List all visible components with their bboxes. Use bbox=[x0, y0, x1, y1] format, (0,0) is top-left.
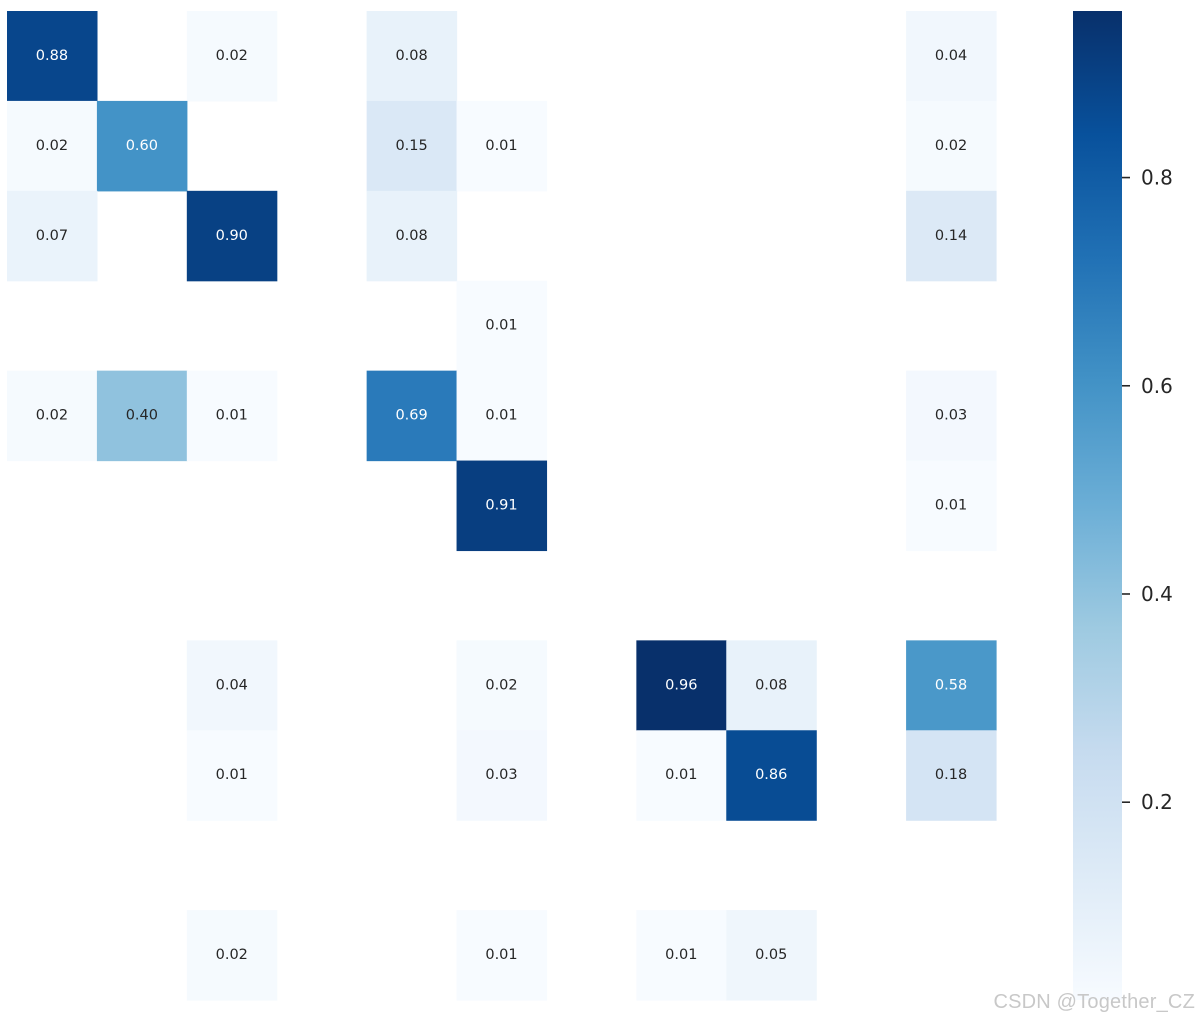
heatmap-cells bbox=[7, 11, 997, 1001]
heatmap-cell bbox=[7, 100, 98, 192]
heatmap-cell bbox=[186, 730, 278, 821]
heatmap-cell-label: 0.01 bbox=[665, 947, 697, 963]
colorbar: 0.8 0.6 0.4 0.2 bbox=[1073, 11, 1173, 1000]
heatmap-cell-label: 0.01 bbox=[485, 408, 517, 424]
heatmap-cell-label: 0.04 bbox=[216, 677, 248, 693]
heatmap-cell bbox=[186, 370, 278, 462]
heatmap-cell bbox=[726, 730, 817, 821]
heatmap-cell-label: 0.15 bbox=[395, 138, 427, 154]
colorbar-tick-label: 0.2 bbox=[1141, 790, 1173, 814]
heatmap-cell-label: 0.69 bbox=[395, 408, 427, 424]
heatmap-cell bbox=[906, 370, 997, 462]
heatmap-cell bbox=[96, 100, 188, 192]
heatmap-cell-label: 0.14 bbox=[935, 228, 967, 244]
heatmap-cell-label: 0.04 bbox=[935, 48, 967, 64]
heatmap-cell bbox=[906, 11, 997, 102]
heatmap-cell-label: 0.01 bbox=[485, 138, 517, 154]
colorbar-ticks: 0.8 0.6 0.4 0.2 bbox=[1122, 166, 1173, 814]
heatmap-cell-label: 0.91 bbox=[485, 498, 517, 514]
heatmap-cell bbox=[456, 640, 548, 731]
heatmap-cell bbox=[366, 190, 458, 282]
heatmap-cell bbox=[906, 460, 997, 552]
watermark: CSDN @Together_CZ bbox=[993, 991, 1195, 1013]
heatmap-cell-label: 0.86 bbox=[755, 767, 787, 783]
heatmap-cell bbox=[456, 460, 548, 552]
heatmap-cell bbox=[366, 100, 458, 192]
heatmap-cell-label: 0.02 bbox=[216, 947, 248, 963]
heatmap-cell bbox=[186, 11, 278, 102]
heatmap-cell-label: 0.58 bbox=[935, 677, 967, 693]
heatmap-cell bbox=[186, 640, 278, 731]
heatmap-cell bbox=[726, 910, 817, 1001]
heatmap-cell bbox=[726, 640, 817, 731]
heatmap-cell bbox=[906, 730, 997, 821]
heatmap-cell-label: 0.07 bbox=[36, 228, 68, 244]
heatmap-cell-label: 0.02 bbox=[36, 138, 68, 154]
heatmap-cell-label: 0.08 bbox=[395, 228, 427, 244]
heatmap-cell-label: 0.02 bbox=[216, 48, 248, 64]
heatmap-cell-label: 0.40 bbox=[126, 408, 158, 424]
heatmap-cell bbox=[636, 910, 727, 1001]
heatmap-cell bbox=[96, 370, 188, 462]
heatmap-cell bbox=[456, 730, 548, 821]
heatmap-cell bbox=[636, 640, 727, 731]
heatmap-cell-label: 0.96 bbox=[665, 677, 697, 693]
colorbar-tick-label: 0.8 bbox=[1141, 166, 1173, 190]
heatmap-cell bbox=[456, 910, 548, 1001]
heatmap-cell-label: 0.08 bbox=[755, 677, 787, 693]
heatmap-cell-label: 0.08 bbox=[395, 48, 427, 64]
heatmap-cell-label: 0.03 bbox=[485, 767, 517, 783]
heatmap-cell bbox=[366, 11, 458, 102]
heatmap-cell-label: 0.18 bbox=[935, 767, 967, 783]
heatmap-cell bbox=[186, 190, 278, 282]
heatmap-cell-labels: 0.88 0.02 0.08 0.04 0.02 0.60 0.15 0.01 0.02 0.07… bbox=[36, 48, 967, 963]
heatmap-cell bbox=[456, 100, 548, 192]
heatmap-cell-label: 0.01 bbox=[935, 498, 967, 514]
heatmap-cell bbox=[7, 11, 98, 102]
heatmap-cell-label: 0.01 bbox=[216, 408, 248, 424]
heatmap-cell-label: 0.60 bbox=[126, 138, 158, 154]
heatmap-cell bbox=[906, 190, 997, 282]
heatmap-cell-label: 0.02 bbox=[36, 408, 68, 424]
heatmap-cell-label: 0.01 bbox=[485, 318, 517, 334]
heatmap-cell-label: 0.01 bbox=[485, 947, 517, 963]
heatmap-cell bbox=[906, 100, 997, 192]
heatmap-cell bbox=[186, 910, 278, 1001]
heatmap-cell bbox=[636, 730, 727, 821]
heatmap-cell-label: 0.88 bbox=[36, 48, 68, 64]
heatmap-cell bbox=[7, 190, 98, 282]
heatmap-cell-label: 0.03 bbox=[935, 408, 967, 424]
heatmap-cell-label: 0.05 bbox=[755, 947, 787, 963]
colorbar-tick-label: 0.4 bbox=[1141, 582, 1173, 606]
heatmap-cell bbox=[906, 640, 997, 731]
heatmap-cell bbox=[366, 370, 458, 462]
heatmap-cell-label: 0.90 bbox=[216, 228, 248, 244]
heatmap-cell-label: 0.01 bbox=[216, 767, 248, 783]
heatmap-cell-label: 0.01 bbox=[665, 767, 697, 783]
heatmap-cell-label: 0.02 bbox=[935, 138, 967, 154]
heatmap-cell-label: 0.02 bbox=[485, 677, 517, 693]
heatmap-cell bbox=[456, 280, 548, 372]
colorbar-tick-label: 0.6 bbox=[1141, 374, 1173, 398]
colorbar-gradient bbox=[1073, 11, 1122, 1000]
heatmap-cell bbox=[7, 370, 98, 462]
heatmap-cell bbox=[456, 370, 548, 462]
